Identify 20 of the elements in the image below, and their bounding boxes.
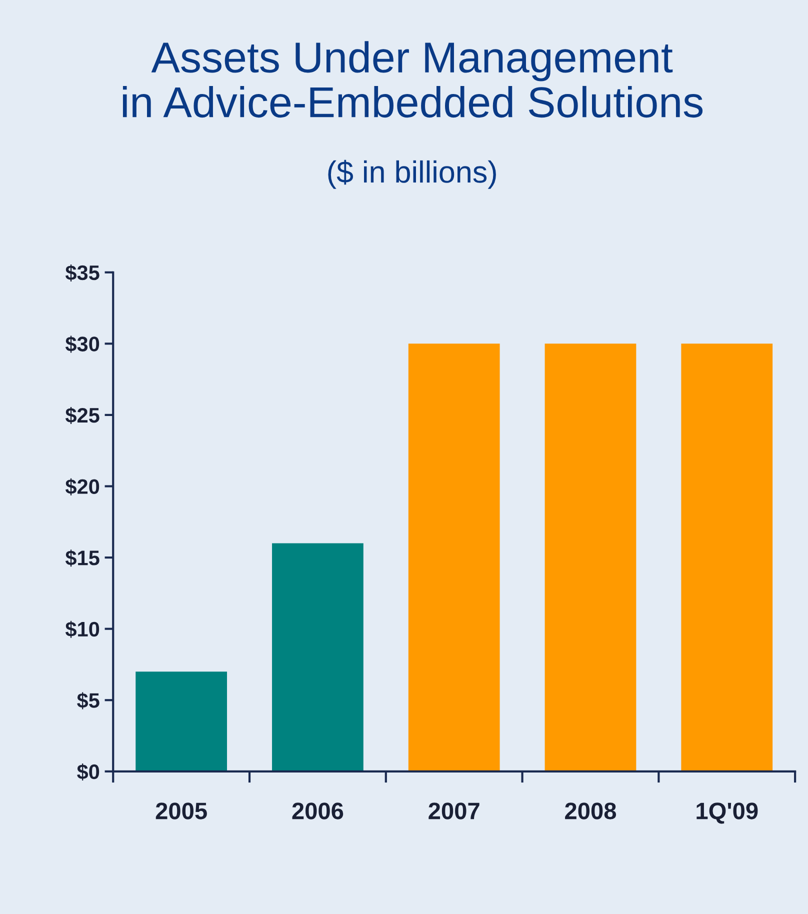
x-tick-label: 2006 bbox=[292, 802, 344, 820]
x-tick-label: 2005 bbox=[156, 802, 207, 820]
bar bbox=[408, 344, 500, 772]
y-tick-label: $10 bbox=[65, 620, 100, 638]
bar bbox=[681, 344, 773, 772]
y-tick-label: $20 bbox=[65, 478, 100, 496]
x-tick-label: 2008 bbox=[565, 802, 616, 820]
y-tick-label: $0 bbox=[77, 764, 100, 781]
y-tick-label: $35 bbox=[65, 264, 100, 282]
x-tick-label: 1Q'09 bbox=[696, 802, 758, 824]
chart-subtitle: ($ in billions) bbox=[328, 160, 496, 189]
y-tick-label: $15 bbox=[65, 550, 100, 567]
x-tick-label: 2007 bbox=[428, 802, 480, 820]
bar bbox=[272, 543, 364, 772]
y-tick-label: $5 bbox=[77, 692, 100, 710]
bar bbox=[544, 344, 636, 772]
chart-title: Assets Under Management in Advice-Embedded Solutions bbox=[122, 41, 703, 118]
bar bbox=[136, 672, 228, 772]
y-tick-label: $25 bbox=[65, 407, 100, 424]
y-tick-label: $30 bbox=[65, 336, 100, 353]
